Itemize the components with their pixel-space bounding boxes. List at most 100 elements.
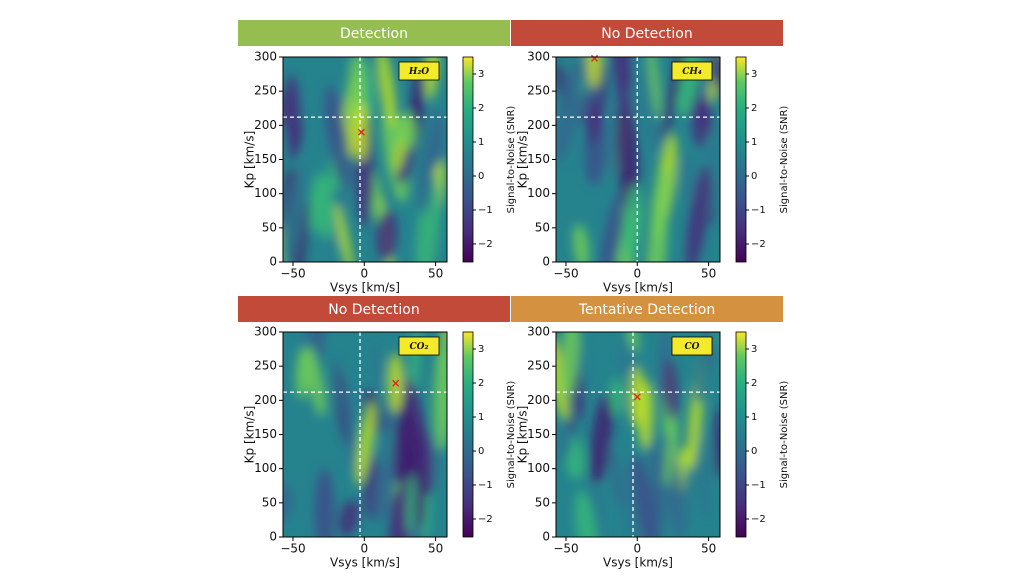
x-axis-label: Vsys [km/s] bbox=[330, 556, 400, 570]
colorbar-label: Signal-to-Noise (SNR) bbox=[779, 106, 790, 214]
heatmap-blob bbox=[324, 84, 350, 190]
heatmap-blob bbox=[590, 393, 613, 486]
molecule-box bbox=[671, 336, 713, 356]
heatmap-blob bbox=[605, 102, 621, 179]
colorbar-tick-label: −2 bbox=[478, 239, 493, 250]
x-tick-label: 0 bbox=[360, 542, 368, 556]
heatmap-blob bbox=[376, 209, 398, 262]
banner-text: Tentative Detection bbox=[578, 302, 715, 318]
banner bbox=[511, 20, 783, 46]
x-axis-label: Vsys [km/s] bbox=[603, 281, 673, 295]
colorbar-tick-label: 2 bbox=[751, 103, 757, 114]
heatmap-blob bbox=[587, 59, 608, 146]
y-tick-label: 250 bbox=[527, 84, 550, 98]
colorbar-tick-label: −1 bbox=[751, 205, 766, 216]
y-tick-label: 50 bbox=[262, 495, 277, 509]
heatmap-blob bbox=[648, 426, 667, 533]
peak-marker bbox=[392, 379, 400, 387]
x-tick-label: 50 bbox=[428, 267, 443, 281]
heatmap-blob bbox=[663, 359, 679, 421]
y-tick-label: 100 bbox=[527, 186, 550, 200]
colorbar-tick-label: −1 bbox=[751, 480, 766, 491]
heatmap-blob bbox=[370, 342, 383, 388]
heatmap-blob bbox=[283, 161, 309, 262]
y-tick-label: 200 bbox=[527, 118, 550, 132]
heatmap-blob bbox=[335, 203, 354, 262]
colorbar-tick-label: 2 bbox=[751, 378, 757, 389]
colorbar-tick-label: 3 bbox=[478, 344, 484, 355]
y-tick-label: 50 bbox=[535, 220, 550, 234]
molecule-box bbox=[398, 336, 440, 356]
colorbar bbox=[462, 56, 474, 263]
heatmap-blob bbox=[682, 464, 692, 536]
molecule-label: CO bbox=[684, 342, 699, 352]
x-tick-label: −50 bbox=[553, 267, 578, 281]
colorbar-tick-label: −1 bbox=[478, 205, 493, 216]
peak-marker bbox=[591, 54, 598, 62]
colorbar-label: Signal-to-Noise (SNR) bbox=[779, 381, 790, 489]
colorbar bbox=[735, 331, 747, 538]
y-tick-label: 100 bbox=[254, 186, 277, 200]
y-tick-label: 0 bbox=[269, 255, 277, 269]
x-tick-label: 50 bbox=[701, 267, 716, 281]
heatmap-blobs bbox=[283, 332, 447, 537]
y-tick-label: 0 bbox=[542, 255, 550, 269]
y-tick-label: 150 bbox=[527, 152, 550, 166]
y-tick-label: 300 bbox=[527, 325, 550, 339]
heatmap-blob bbox=[599, 191, 625, 262]
heatmap-blob bbox=[314, 467, 335, 537]
molecule-label: CO₂ bbox=[410, 342, 429, 352]
heatmap-blob bbox=[572, 223, 589, 262]
heatmap-blob bbox=[355, 401, 376, 486]
heatmap-blob bbox=[679, 155, 699, 202]
heatmap-blob bbox=[714, 405, 720, 481]
y-tick-label: 200 bbox=[527, 393, 550, 407]
heatmap-blob bbox=[560, 332, 580, 400]
colorbar bbox=[462, 331, 474, 538]
heatmap-blob bbox=[608, 441, 624, 510]
y-tick-label: 50 bbox=[262, 220, 277, 234]
colorbar bbox=[735, 56, 747, 263]
heatmap-blobs bbox=[556, 57, 720, 262]
heatmap-texture bbox=[556, 57, 720, 262]
colorbar-label: Signal-to-Noise (SNR) bbox=[506, 106, 517, 214]
heatmap-blobs bbox=[556, 332, 720, 537]
peak-marker bbox=[357, 128, 365, 136]
x-tick-label: −50 bbox=[280, 542, 305, 556]
colorbar-tick-label: 2 bbox=[478, 378, 484, 389]
heatmap-texture bbox=[283, 57, 447, 262]
heatmap-blob bbox=[645, 198, 668, 262]
heatmap-blob bbox=[378, 429, 394, 468]
x-axis-label: Vsys [km/s] bbox=[330, 281, 400, 295]
colorbar-tick-label: 1 bbox=[751, 137, 757, 148]
colorbar-tick-label: 0 bbox=[751, 171, 757, 182]
colorbar-tick-label: 3 bbox=[751, 344, 757, 355]
peak-marker bbox=[633, 393, 641, 401]
y-tick-label: 0 bbox=[269, 530, 277, 544]
banner bbox=[238, 20, 510, 46]
y-tick-label: 150 bbox=[527, 427, 550, 441]
colorbar-tick-label: 1 bbox=[478, 412, 484, 423]
heatmap-blob bbox=[556, 58, 584, 163]
heatmap-blob bbox=[433, 339, 447, 451]
heatmap-blob bbox=[420, 128, 437, 215]
x-tick-label: 0 bbox=[633, 267, 641, 281]
heatmap-blob bbox=[631, 454, 661, 537]
heatmap-blob bbox=[289, 119, 303, 162]
x-tick-label: −50 bbox=[280, 267, 305, 281]
heatmap-blob bbox=[616, 99, 640, 214]
heatmap-blob bbox=[397, 112, 417, 151]
heatmap-blob bbox=[372, 442, 399, 524]
y-tick-label: 100 bbox=[527, 461, 550, 475]
y-tick-label: 250 bbox=[527, 359, 550, 373]
heatmap-blob bbox=[647, 57, 661, 120]
colorbar-tick-label: 0 bbox=[478, 446, 484, 457]
molecule-label: H₂O bbox=[408, 67, 429, 77]
molecule-box bbox=[398, 61, 440, 81]
heatmap-blob bbox=[305, 346, 326, 417]
colorbar-tick-label: −2 bbox=[478, 514, 493, 525]
y-axis-label: Kp [km/s] bbox=[243, 131, 257, 189]
y-tick-label: 300 bbox=[254, 50, 277, 64]
heatmap-blob bbox=[662, 57, 686, 144]
